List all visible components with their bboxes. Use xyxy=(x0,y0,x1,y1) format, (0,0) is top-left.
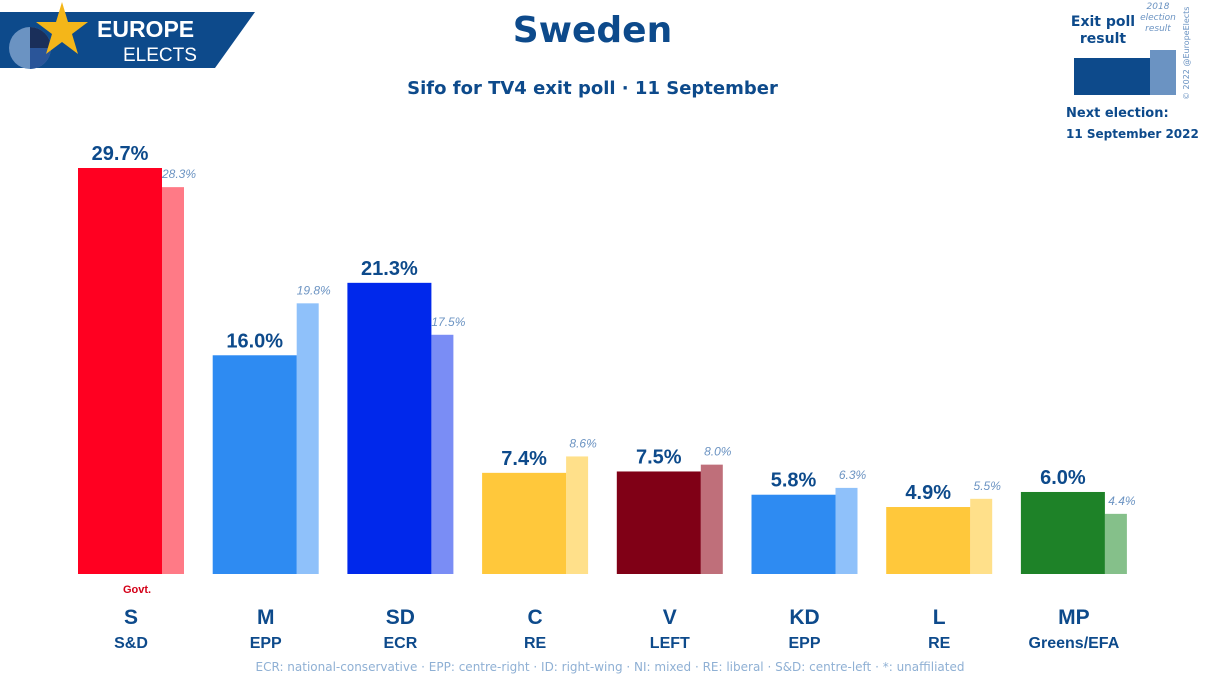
next-election-date: 11 September 2022 xyxy=(1066,127,1199,141)
chart-subtitle: Sifo for TV4 exit poll · 11 September xyxy=(407,78,778,99)
previous-label-m: 19.8% xyxy=(297,283,331,297)
group-label-c: RE xyxy=(524,635,547,652)
labels-layer: 29.7% 28.3% S S&D 16.0% 19.8% M EPP 21.3% 17.5% SD… xyxy=(92,143,1136,652)
legend-current-swatch xyxy=(1074,58,1150,95)
party-label-mp: MP xyxy=(1058,606,1090,629)
bar-previous-m xyxy=(296,303,319,574)
legend-current-label: Exit poll result xyxy=(1070,14,1136,47)
bar-previous-kd xyxy=(835,487,858,574)
party-label-kd: KD xyxy=(789,606,819,629)
government-annotation: Govt. xyxy=(123,584,151,596)
value-label-kd: 5.8% xyxy=(771,470,817,492)
party-label-m: M xyxy=(257,606,275,629)
legend: Exit poll result 2018 election result Ne… xyxy=(1040,0,1220,150)
bar-current-l xyxy=(886,507,971,574)
previous-label-c: 8.6% xyxy=(569,436,597,450)
party-label-sd: SD xyxy=(386,606,415,629)
previous-label-v: 8.0% xyxy=(704,445,732,459)
party-label-c: C xyxy=(528,606,543,629)
bar-previous-mp xyxy=(1104,513,1127,574)
group-label-m: EPP xyxy=(250,635,282,652)
value-label-l: 4.9% xyxy=(905,482,951,504)
previous-label-mp: 4.4% xyxy=(1108,494,1136,508)
group-label-sd: ECR xyxy=(384,635,418,652)
next-election-label: Next election: xyxy=(1066,106,1169,121)
previous-label-sd: 17.5% xyxy=(431,315,465,329)
bar-current-sd xyxy=(347,282,432,574)
previous-label-kd: 6.3% xyxy=(839,468,867,482)
legend-previous-swatch xyxy=(1150,50,1176,95)
bar-previous-s xyxy=(162,187,184,574)
bar-previous-v xyxy=(700,464,723,574)
group-label-s: S&D xyxy=(114,635,148,652)
bar-current-c xyxy=(482,472,567,574)
bars-layer xyxy=(78,168,1127,574)
logo-text-europe: EUROPE xyxy=(97,16,194,42)
group-label-l: RE xyxy=(928,635,951,652)
value-label-s: 29.7% xyxy=(92,143,149,165)
value-label-sd: 21.3% xyxy=(361,258,418,280)
group-label-kd: EPP xyxy=(788,635,820,652)
previous-label-l: 5.5% xyxy=(974,479,1002,493)
party-label-l: L xyxy=(933,606,946,629)
previous-label-s: 28.3% xyxy=(161,167,196,181)
bar-current-s xyxy=(78,168,162,574)
bar-current-mp xyxy=(1020,491,1105,574)
legend-previous-label: 2018 election result xyxy=(1140,2,1176,34)
group-label-mp: Greens/EFA xyxy=(1029,635,1120,652)
value-label-mp: 6.0% xyxy=(1040,467,1086,489)
bar-previous-c xyxy=(566,456,589,574)
footnote: ECR: national-conservative · EPP: centre… xyxy=(255,660,965,674)
value-label-c: 7.4% xyxy=(501,448,547,470)
bar-current-kd xyxy=(751,494,836,574)
party-label-s: S xyxy=(124,606,138,629)
chart-title: Sweden xyxy=(512,10,673,51)
europe-elects-logo: EUROPE ELECTS xyxy=(0,2,255,69)
bar-current-m xyxy=(212,355,297,574)
bar-previous-l xyxy=(970,498,993,574)
value-label-m: 16.0% xyxy=(226,330,283,352)
group-label-v: LEFT xyxy=(650,635,690,652)
bar-previous-sd xyxy=(431,334,454,574)
logo-text-elects: ELECTS xyxy=(123,45,197,66)
value-label-v: 7.5% xyxy=(636,446,682,468)
party-label-v: V xyxy=(663,606,677,629)
bar-current-v xyxy=(616,471,701,574)
